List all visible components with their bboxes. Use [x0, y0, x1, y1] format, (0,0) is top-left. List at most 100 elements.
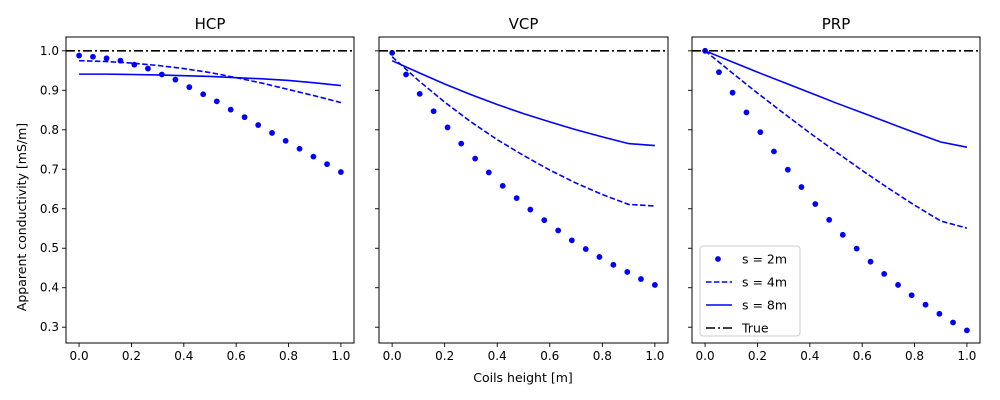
legend-s-2m-label: s = 2m — [742, 252, 787, 267]
x-axis-label: Coils height [m] — [473, 370, 573, 385]
x-tick-label: 0.8 — [593, 349, 612, 363]
series-s-2m-point — [638, 276, 644, 282]
series-s-2m-point — [950, 319, 956, 326]
y-tick-label: 0.6 — [40, 202, 59, 216]
series-s-2m-point — [743, 109, 750, 116]
series-s-2m-point — [255, 122, 262, 128]
series-s-4m-line — [79, 59, 342, 104]
x-tick-label: 0.2 — [435, 349, 454, 363]
series-s-2m-point — [610, 261, 617, 268]
panel-vcp: VCP 0.0 0.2 0.4 0.6 0.8 1.0 — [375, 15, 669, 363]
plot-area — [692, 47, 980, 334]
series-s-2m-point — [784, 166, 791, 173]
series-s-2m-point — [881, 271, 888, 277]
series-s-2m-point — [430, 108, 437, 115]
legend-box — [699, 245, 801, 337]
x-tick-label: 0.6 — [540, 349, 559, 363]
series-s-2m-point — [172, 76, 179, 83]
series-s-2m-point — [922, 301, 929, 308]
series-s-2m-point — [716, 69, 722, 76]
x-tick-label: 0.4 — [800, 349, 819, 363]
series-s-2m-point — [241, 114, 248, 121]
series-s-2m-point — [227, 106, 234, 113]
series-s-2m-point — [403, 71, 409, 78]
series-s-2m-point — [458, 140, 465, 147]
series-s-2m-point — [624, 269, 631, 275]
y-tick-label: 0.7 — [40, 162, 59, 176]
series-s-2m-point — [867, 258, 874, 265]
series-s-2m-point — [76, 52, 82, 59]
series-s-2m-point — [103, 55, 110, 62]
series-s-2m-point — [936, 310, 943, 317]
y-tick-label: 0.3 — [40, 320, 59, 334]
series-s-2m-point — [729, 89, 736, 96]
series-s-2m-point — [853, 245, 860, 252]
series-s-2m-point — [651, 282, 658, 288]
legend-true-label: True — [741, 321, 769, 336]
x-tick-label: 0.8 — [279, 349, 298, 363]
series-s-2m-point — [908, 292, 915, 299]
series-s-2m-point — [485, 169, 492, 176]
series-s-2m-point — [416, 90, 423, 97]
panel-title: PRP — [822, 15, 851, 33]
series-s-4m-line — [704, 50, 968, 229]
series-s-2m-point — [839, 231, 846, 238]
series-s-2m-point — [338, 169, 344, 175]
series-s-2m-point — [826, 216, 833, 223]
series-s-2m-point — [757, 129, 764, 136]
series-s-2m-point — [895, 282, 901, 288]
series-s-2m-point — [282, 137, 289, 144]
plot-frame — [691, 36, 981, 344]
x-tick-label: 1.0 — [957, 349, 976, 363]
series-s-2m-point — [296, 145, 303, 152]
x-tick-label: 0.4 — [174, 349, 193, 363]
series-s-2m-point — [541, 217, 548, 224]
x-tick-label: 0.0 — [383, 349, 402, 363]
series-s-8m-line — [704, 50, 968, 148]
legend: s = 2m s = 4m s = 8m True — [699, 245, 801, 337]
panel-title: HCP — [195, 15, 226, 33]
plot-frame — [65, 36, 355, 344]
legend-s-8m-label: s = 8m — [742, 298, 787, 313]
series-s-2m-point — [131, 61, 138, 68]
series-s-2m-point — [771, 148, 777, 155]
y-tick-label: 0.9 — [40, 83, 59, 97]
x-tick-label: 0.6 — [853, 349, 872, 363]
series-s-2m-point — [555, 227, 562, 234]
x-tick-label: 0.6 — [227, 349, 246, 363]
series-s-8m-line — [79, 73, 341, 87]
series-s-2m-point — [812, 201, 819, 207]
series-s-2m-point — [389, 49, 396, 56]
x-tick-label: 1.0 — [645, 349, 664, 363]
series-s-2m-point — [499, 182, 506, 189]
series-s-2m-point — [798, 184, 805, 190]
series-s-2m-point — [186, 84, 193, 91]
legend-s-2m-marker — [715, 256, 721, 262]
x-tick-label: 0.0 — [70, 349, 89, 363]
series-s-2m-point — [310, 153, 317, 160]
x-tick-label: 0.0 — [696, 349, 715, 363]
series-s-2m-point — [582, 246, 589, 252]
y-axis-label: Apparent conductivity [mS/m] — [14, 123, 29, 311]
series-s-2m-point — [324, 161, 330, 168]
y-tick-label: 0.5 — [40, 241, 59, 255]
plot-area — [379, 49, 668, 288]
panel-title: VCP — [509, 15, 539, 33]
series-s-2m-point — [200, 91, 207, 98]
series-s-2m-point — [213, 98, 220, 105]
x-tick-label: 0.4 — [488, 349, 507, 363]
series-s-2m-point — [145, 65, 151, 72]
series-s-2m-point — [444, 124, 451, 131]
series-s-2m-point — [269, 130, 275, 136]
y-tick-label: 0.4 — [40, 281, 59, 295]
y-tick-label: 0.8 — [40, 123, 59, 137]
series-s-2m-point — [90, 53, 96, 60]
panel-hcp: HCP 0.0 0.2 0.4 0.6 0.8 1.0 0.3 0.4 0.5 0.6 0.7 0.8 0… — [40, 15, 355, 363]
plot-area — [66, 50, 354, 175]
series-s-4m-line — [391, 56, 655, 207]
x-tick-label: 0.8 — [905, 349, 924, 363]
series-s-2m-point — [568, 237, 575, 244]
series-s-8m-line — [391, 59, 655, 147]
series-s-2m-point — [964, 327, 970, 334]
